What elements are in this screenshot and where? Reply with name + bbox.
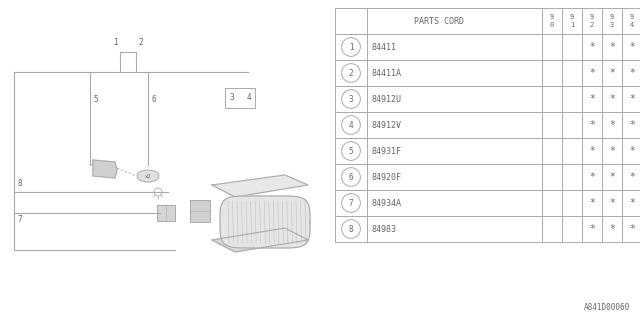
Text: *: * — [609, 146, 615, 156]
Text: *: * — [609, 94, 615, 104]
Text: *: * — [589, 94, 595, 104]
Text: *: * — [609, 68, 615, 78]
Text: *: * — [589, 198, 595, 208]
Text: 84934A: 84934A — [371, 198, 401, 207]
Text: 3: 3 — [349, 94, 353, 103]
Text: 1: 1 — [570, 22, 574, 28]
Text: 4: 4 — [630, 22, 634, 28]
FancyBboxPatch shape — [157, 205, 175, 221]
Circle shape — [108, 164, 113, 170]
Text: 2: 2 — [349, 68, 353, 77]
Text: *: * — [589, 146, 595, 156]
Text: A841D00060: A841D00060 — [584, 303, 630, 312]
Polygon shape — [220, 196, 310, 248]
Text: *: * — [589, 224, 595, 234]
Text: *: * — [609, 172, 615, 182]
Text: 9: 9 — [550, 14, 554, 20]
Polygon shape — [212, 228, 308, 252]
Text: 9: 9 — [590, 14, 594, 20]
Polygon shape — [93, 160, 117, 178]
Text: *: * — [629, 146, 635, 156]
Text: 4: 4 — [349, 121, 353, 130]
Text: 5: 5 — [93, 95, 98, 105]
Text: *: * — [629, 224, 635, 234]
Ellipse shape — [137, 170, 159, 182]
Text: 84983: 84983 — [371, 225, 396, 234]
Text: PARTS CORD: PARTS CORD — [413, 17, 463, 26]
Text: 84920F: 84920F — [371, 172, 401, 181]
Text: 84411A: 84411A — [371, 68, 401, 77]
Text: *: * — [629, 94, 635, 104]
Text: *: * — [609, 42, 615, 52]
Text: 9: 9 — [610, 14, 614, 20]
Text: 84931F: 84931F — [371, 147, 401, 156]
Text: *: * — [629, 42, 635, 52]
Text: *: * — [629, 172, 635, 182]
Text: 3: 3 — [229, 93, 234, 102]
Circle shape — [99, 165, 105, 171]
Text: 7: 7 — [18, 215, 22, 224]
Text: 9: 9 — [570, 14, 574, 20]
Text: *: * — [629, 120, 635, 130]
Text: 6: 6 — [349, 172, 353, 181]
Text: 4: 4 — [246, 93, 251, 102]
Text: 2: 2 — [590, 22, 594, 28]
Text: *: * — [589, 120, 595, 130]
Text: 1: 1 — [113, 38, 118, 47]
Text: *: * — [589, 42, 595, 52]
Text: 8: 8 — [349, 225, 353, 234]
Text: x2: x2 — [145, 173, 151, 179]
Text: 1: 1 — [349, 43, 353, 52]
Polygon shape — [212, 175, 308, 197]
Text: 2: 2 — [138, 38, 143, 47]
Text: *: * — [609, 224, 615, 234]
Text: 3: 3 — [610, 22, 614, 28]
Text: *: * — [609, 120, 615, 130]
Text: 84912V: 84912V — [371, 121, 401, 130]
Text: 84411: 84411 — [371, 43, 396, 52]
Text: 0: 0 — [550, 22, 554, 28]
Text: *: * — [589, 172, 595, 182]
FancyBboxPatch shape — [190, 200, 210, 222]
Text: *: * — [629, 198, 635, 208]
Text: *: * — [629, 68, 635, 78]
Text: 8: 8 — [18, 179, 22, 188]
Text: 7: 7 — [349, 198, 353, 207]
Text: *: * — [609, 198, 615, 208]
Text: 6: 6 — [151, 95, 156, 105]
Text: 9: 9 — [630, 14, 634, 20]
Text: 5: 5 — [349, 147, 353, 156]
Text: *: * — [589, 68, 595, 78]
Text: 84912U: 84912U — [371, 94, 401, 103]
